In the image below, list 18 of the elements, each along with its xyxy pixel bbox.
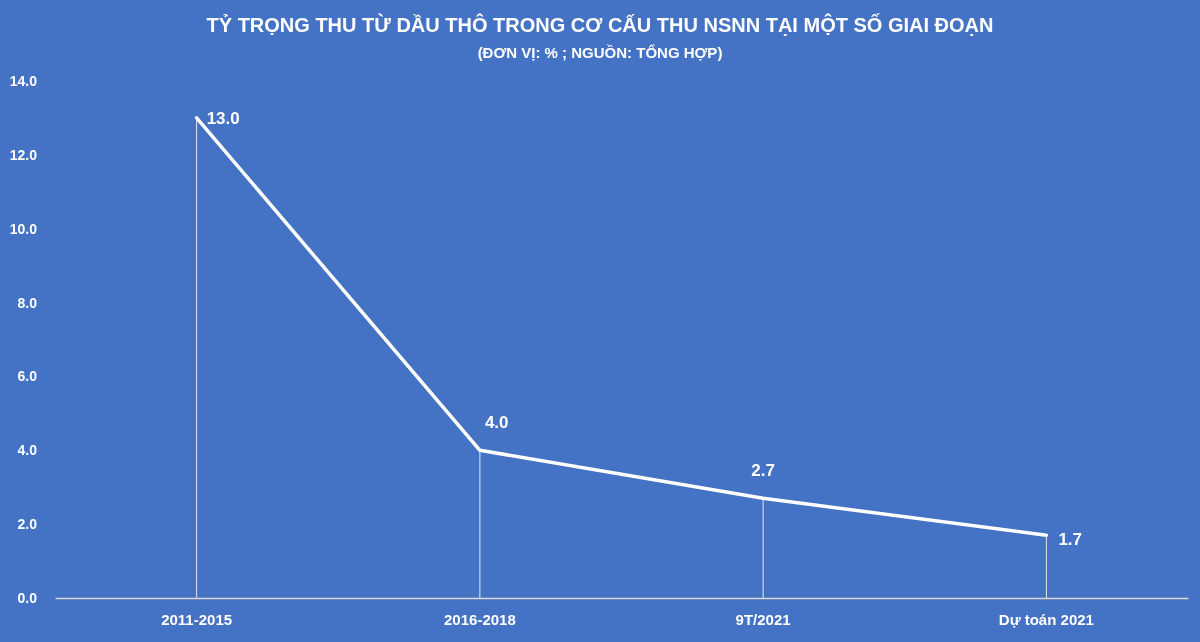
y-tick-label: 8.0: [17, 294, 38, 311]
y-tick-label: 2.0: [17, 516, 38, 533]
text: 13.0: [206, 108, 240, 128]
text: 1.7: [1058, 530, 1083, 550]
y-tick-label: 12.0: [9, 146, 38, 163]
chart-title: TỶ TRỌNG THU TỪ DẦU THÔ TRONG CƠ CẤU THU NSNN TẠI MỘT SỐ GIAI ĐOẠN: [206, 13, 994, 36]
x-tick-label: 2011-2015: [161, 610, 233, 628]
y-tick-label: 10.0: [9, 220, 38, 237]
y-tick-label: 14.0: [9, 72, 38, 89]
y-tick-label: 6.0: [17, 368, 38, 385]
x-tick-label: Dự toán 2021: [998, 610, 1094, 628]
y-tick-label: 0.0: [17, 589, 38, 606]
text: 4.0: [484, 413, 509, 433]
text: 2.7: [751, 461, 775, 481]
x-tick-label: 2016-2018: [444, 610, 516, 628]
x-tick-label: 9T/2021: [735, 610, 791, 628]
y-tick-label: 4.0: [17, 442, 38, 459]
chart-subtitle: (ĐƠN VỊ: % ; NGUỒN: TỔNG HỢP): [477, 44, 723, 61]
